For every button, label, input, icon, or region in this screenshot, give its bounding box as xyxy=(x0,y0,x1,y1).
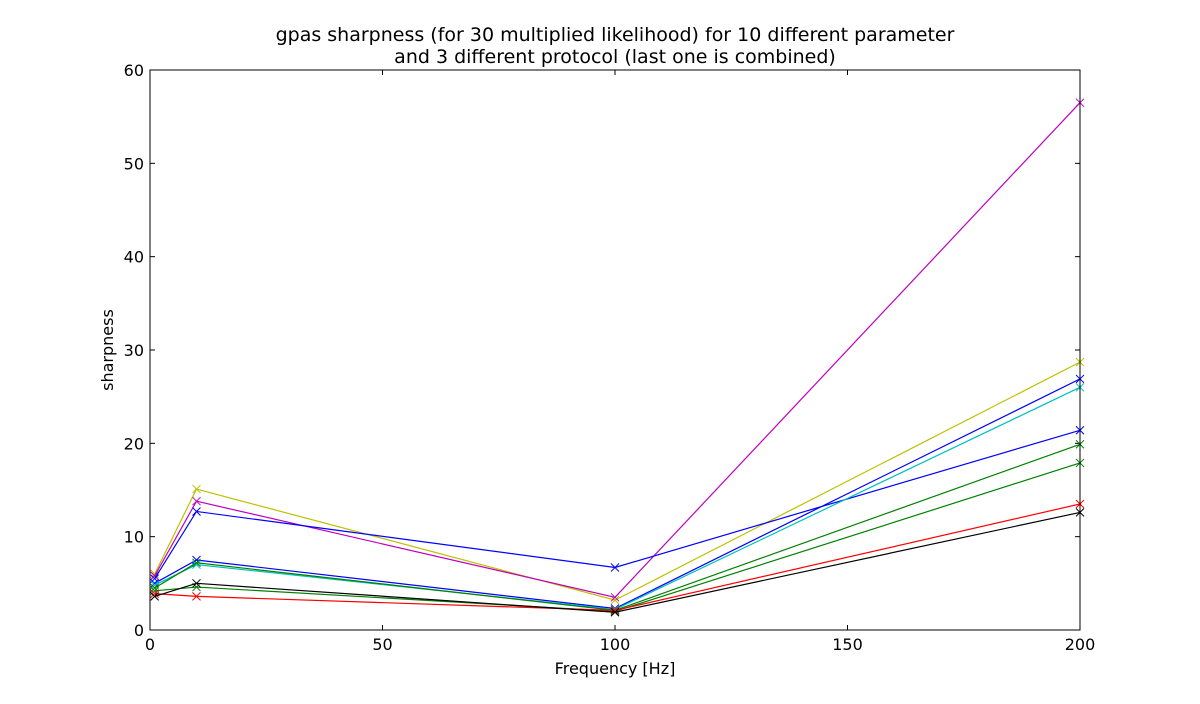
marker-stroke xyxy=(192,578,201,588)
data-series-group xyxy=(150,98,1085,617)
y-tick-label: 10 xyxy=(124,528,144,547)
y-tick-label: 0 xyxy=(134,621,144,640)
series-line-4 xyxy=(154,378,1081,610)
data-point-marker xyxy=(610,606,620,615)
x-tick-label: 150 xyxy=(832,635,863,654)
y-tick-label: 60 xyxy=(124,61,144,80)
series-line-2 xyxy=(154,102,1081,598)
series-line-9 xyxy=(154,511,1081,613)
y-tick-label: 20 xyxy=(124,434,144,453)
data-point-marker xyxy=(192,484,201,494)
marker-stroke xyxy=(610,606,620,615)
chart-title-line-2: and 3 different protocol (last one is co… xyxy=(394,46,836,68)
series-line-5 xyxy=(154,386,1081,611)
marker-stroke xyxy=(192,496,201,506)
data-point-marker xyxy=(192,592,201,601)
x-tick-label: 100 xyxy=(600,635,631,654)
marker-stroke xyxy=(150,571,160,581)
data-point-marker xyxy=(150,571,160,581)
data-point-marker xyxy=(150,592,160,601)
data-point-marker xyxy=(610,563,620,572)
y-tick-label: 30 xyxy=(124,341,144,360)
x-tick-label: 50 xyxy=(372,635,392,654)
y-axis-label: sharpness xyxy=(98,309,117,391)
data-point-marker xyxy=(192,558,201,568)
marker-stroke xyxy=(192,592,201,601)
data-point-marker xyxy=(610,606,620,616)
series-line-1 xyxy=(154,361,1081,601)
marker-stroke xyxy=(192,558,201,568)
marker-stroke xyxy=(192,560,201,570)
y-tick-label: 50 xyxy=(124,154,144,173)
x-tick-label: 200 xyxy=(1065,635,1096,654)
marker-stroke xyxy=(192,484,201,494)
data-point-marker xyxy=(192,578,201,588)
data-point-marker xyxy=(610,592,620,602)
marker-stroke xyxy=(610,606,620,616)
chart-title-line-1: gpas sharpness (for 30 multiplied likeli… xyxy=(276,24,955,46)
marker-stroke xyxy=(150,592,160,601)
data-point-marker xyxy=(150,589,160,598)
data-point-marker xyxy=(610,607,620,617)
marker-stroke xyxy=(150,589,160,598)
data-point-marker xyxy=(610,595,620,605)
marker-stroke xyxy=(610,592,620,602)
data-point-marker xyxy=(192,560,201,570)
marker-stroke xyxy=(610,595,620,605)
series-line-3 xyxy=(154,429,1081,579)
data-point-marker xyxy=(192,507,201,516)
axis-tick-labels: 0 50 100 150 200 0 10 20 30 40 50 60 xyxy=(124,61,1096,654)
series-line-7 xyxy=(154,462,1081,612)
series-line-6 xyxy=(154,443,1081,612)
data-point-marker xyxy=(192,496,201,506)
marker-stroke xyxy=(610,607,620,617)
series-line-8 xyxy=(154,503,1081,612)
x-axis-label: Frequency [Hz] xyxy=(555,659,676,678)
x-tick-label: 0 xyxy=(145,635,155,654)
marker-stroke xyxy=(610,563,620,572)
marker-stroke xyxy=(192,507,201,516)
plot-area-frame xyxy=(149,69,1081,631)
axis-ticks xyxy=(149,69,1081,631)
marker-stroke xyxy=(192,582,201,592)
y-tick-label: 40 xyxy=(124,248,144,267)
